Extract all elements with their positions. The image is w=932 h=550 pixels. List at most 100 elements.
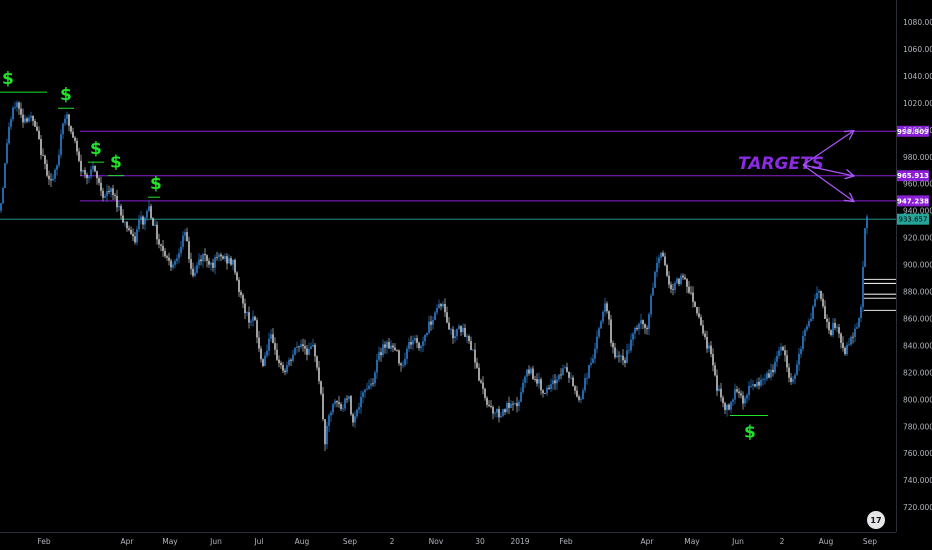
candle-body <box>124 221 126 223</box>
candle-body <box>680 275 682 284</box>
x-tick-label: Aug <box>819 537 834 546</box>
candle-body <box>180 246 182 254</box>
candle-body <box>566 367 568 372</box>
target-level-tag <box>897 195 929 207</box>
candle-body <box>414 338 416 341</box>
candle-body <box>540 379 542 391</box>
y-tick-label: 860.000 <box>903 314 932 323</box>
candle-body <box>848 344 850 346</box>
candle-body <box>694 301 696 307</box>
candle-body <box>52 178 54 181</box>
candle-body <box>838 327 840 334</box>
candle-body <box>554 380 556 384</box>
candle-body <box>54 169 56 179</box>
candle-body <box>556 379 558 384</box>
candle-body <box>740 393 742 396</box>
dollar-sign: $ <box>150 174 162 194</box>
candle-body <box>192 268 194 276</box>
y-tick-label: 820.000 <box>903 368 932 377</box>
candle-body <box>430 321 432 325</box>
candle-body <box>36 126 38 131</box>
x-tick-label: Feb <box>37 537 51 546</box>
candle-body <box>816 292 818 299</box>
candle-body <box>338 402 340 405</box>
candle-body <box>298 346 300 348</box>
candle-body <box>504 409 506 413</box>
candle-body <box>94 165 96 172</box>
candle-body <box>726 404 728 410</box>
candle-body <box>750 385 752 387</box>
horizontal-levels: 998.909 965.913 947.238 933.657 <box>0 125 929 311</box>
candle-body <box>676 278 678 283</box>
candle-body <box>658 257 660 263</box>
candle-body <box>330 412 332 416</box>
candle-body <box>134 236 136 243</box>
candle-body <box>668 275 670 285</box>
candle-body <box>656 262 658 272</box>
candle-body <box>632 333 634 340</box>
candle-body <box>790 377 792 382</box>
candle-body <box>160 244 162 246</box>
candle-body <box>426 332 428 336</box>
candle-body <box>818 291 820 293</box>
candle-body <box>768 373 770 378</box>
candle-body <box>840 333 842 343</box>
candle-body <box>484 388 486 398</box>
candle-body <box>810 318 812 322</box>
candle-body <box>432 319 434 325</box>
candle-body <box>530 368 532 374</box>
candle-body <box>762 379 764 381</box>
candle-body <box>756 381 758 387</box>
candle-body <box>438 304 440 309</box>
candle-body <box>278 359 280 364</box>
candle-body <box>856 327 858 329</box>
candle-body <box>462 327 464 333</box>
candle-body <box>482 382 484 389</box>
y-tick-label: 1060.000 <box>903 45 932 54</box>
candle-body <box>92 165 94 170</box>
candle-body <box>284 370 286 373</box>
candle-body <box>544 393 546 394</box>
candle-body <box>382 344 384 356</box>
candle-body <box>288 359 290 366</box>
candle-body <box>494 412 496 414</box>
candle-body <box>674 282 676 290</box>
x-tick-label: May <box>162 537 178 546</box>
candle-body <box>70 125 72 132</box>
candle-body <box>392 345 394 348</box>
candle-body <box>590 362 592 365</box>
candle-body <box>112 188 114 195</box>
dollar-marks: $ $ $ $ $ $ <box>0 69 768 442</box>
candle-body <box>68 114 70 126</box>
candle-body <box>18 102 20 109</box>
candle-body <box>448 322 450 330</box>
candle-body <box>398 350 400 364</box>
candle-body <box>300 344 302 348</box>
target-level-tag <box>897 170 929 182</box>
candle-body <box>206 255 208 261</box>
target-arrow <box>802 164 853 176</box>
candle-body <box>74 137 76 141</box>
candle-body <box>376 359 378 373</box>
candle-body <box>254 316 256 321</box>
candle-body <box>560 374 562 376</box>
candle-body <box>460 325 462 333</box>
candle-body <box>364 389 366 393</box>
candle-body <box>390 345 392 349</box>
candle-body <box>352 414 354 423</box>
candle-body <box>724 403 726 410</box>
candle-body <box>516 403 518 407</box>
candle-body <box>150 206 152 219</box>
candle-body <box>754 384 756 387</box>
candle-body <box>386 341 388 348</box>
y-tick-label: 720.000 <box>903 503 932 512</box>
candle-body <box>230 258 232 265</box>
candle-body <box>706 336 708 349</box>
candle-body <box>304 346 306 349</box>
candle-body <box>130 229 132 234</box>
candle-body <box>76 140 78 152</box>
candle-body <box>572 377 574 387</box>
candle-body <box>744 398 746 404</box>
candle-body <box>822 298 824 307</box>
